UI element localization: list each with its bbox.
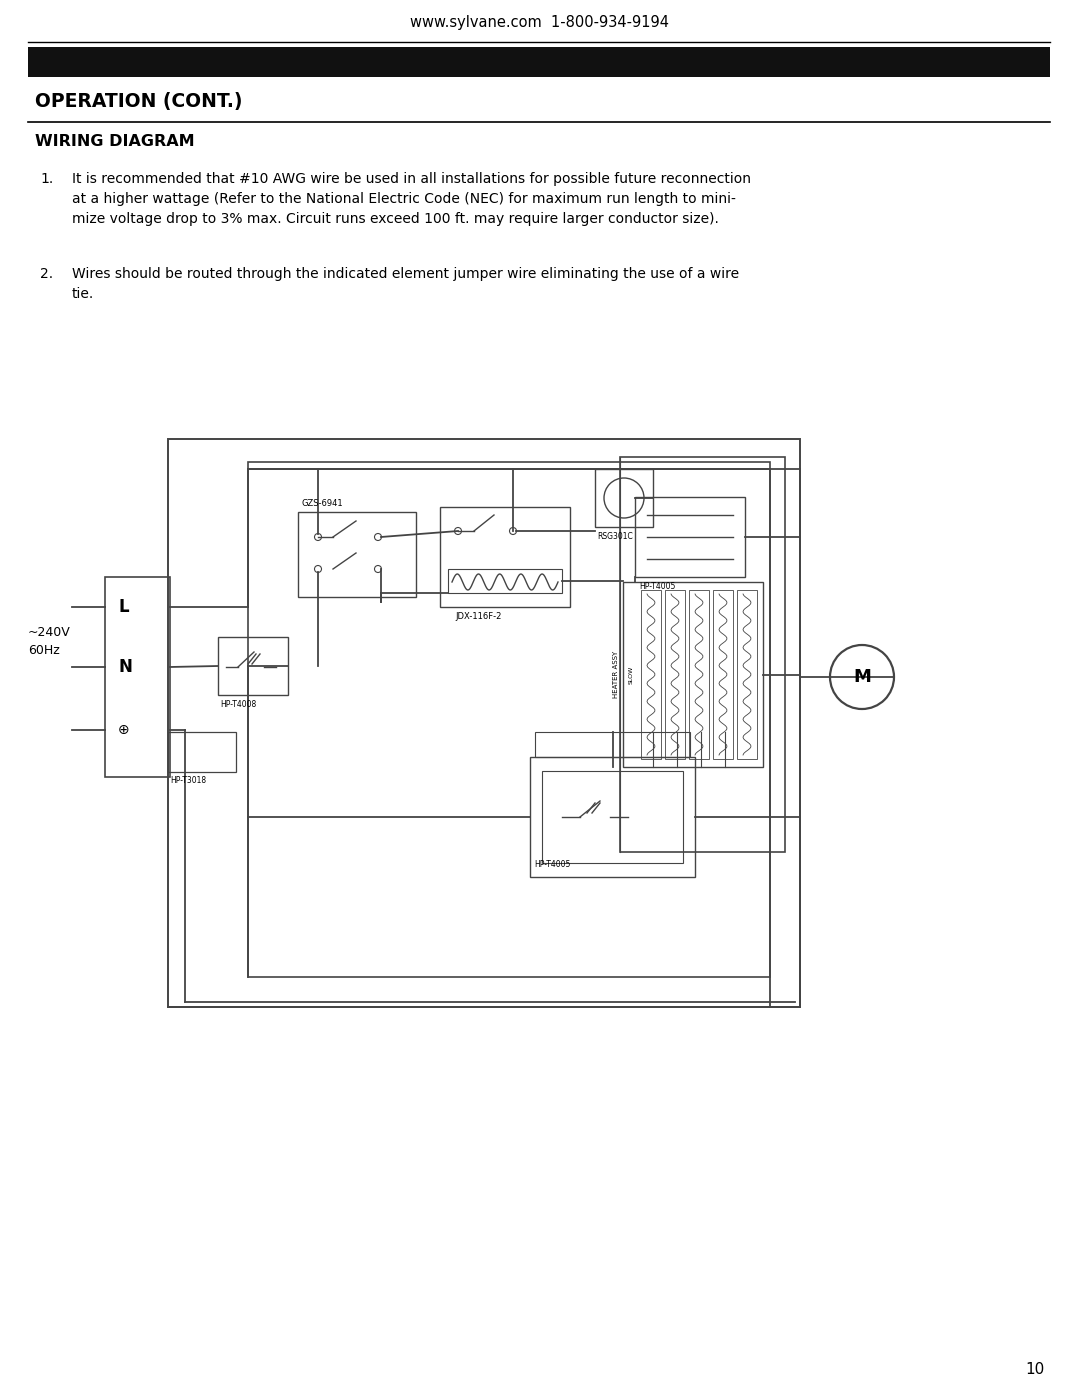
Bar	[737, 590, 757, 759]
Bar	[28, 47, 1050, 77]
Text: 2.: 2.	[40, 267, 53, 281]
Bar	[218, 637, 288, 694]
Text: www.sylvane.com  1-800-934-9194: www.sylvane.com 1-800-934-9194	[410, 14, 670, 29]
Bar	[168, 732, 237, 773]
Text: SLOW: SLOW	[629, 665, 634, 683]
Text: HP-T3018: HP-T3018	[170, 775, 206, 785]
Text: ⊕: ⊕	[118, 724, 130, 738]
Bar	[440, 507, 570, 608]
Bar	[105, 577, 170, 777]
Text: HEATER ASSY: HEATER ASSY	[613, 651, 619, 698]
Text: N: N	[118, 658, 132, 676]
Text: HP-T4005: HP-T4005	[534, 861, 570, 869]
Text: OPERATION (CONT.): OPERATION (CONT.)	[35, 92, 243, 112]
Bar	[168, 439, 800, 1007]
Bar	[298, 511, 416, 597]
Text: Wires should be routed through the indicated element jumper wire eliminating the: Wires should be routed through the indic…	[72, 267, 739, 300]
Bar	[248, 462, 770, 977]
Text: 1.: 1.	[40, 172, 53, 186]
Text: HP-T4005: HP-T4005	[639, 583, 675, 591]
Text: ~240V
60Hz: ~240V 60Hz	[28, 626, 71, 658]
Bar	[623, 583, 762, 767]
Bar	[620, 457, 785, 852]
Bar	[542, 771, 683, 863]
Text: RSG301C: RSG301C	[597, 532, 633, 541]
Bar	[530, 757, 696, 877]
Bar	[595, 469, 653, 527]
Text: It is recommended that #10 AWG wire be used in all installations for possible fu: It is recommended that #10 AWG wire be u…	[72, 172, 751, 226]
Text: L: L	[118, 598, 129, 616]
Bar	[713, 590, 733, 759]
Bar	[642, 590, 661, 759]
Text: M: M	[853, 668, 870, 686]
Text: GZS-6941: GZS-6941	[302, 499, 343, 509]
Bar	[635, 497, 745, 577]
Text: WIRING DIAGRAM: WIRING DIAGRAM	[35, 134, 194, 149]
Text: JDX-116F-2: JDX-116F-2	[455, 612, 501, 622]
Bar	[535, 732, 690, 757]
Bar	[665, 590, 685, 759]
Text: 10: 10	[1026, 1362, 1045, 1376]
Bar	[689, 590, 708, 759]
Bar	[448, 569, 562, 592]
Text: HP-T4008: HP-T4008	[220, 700, 256, 710]
